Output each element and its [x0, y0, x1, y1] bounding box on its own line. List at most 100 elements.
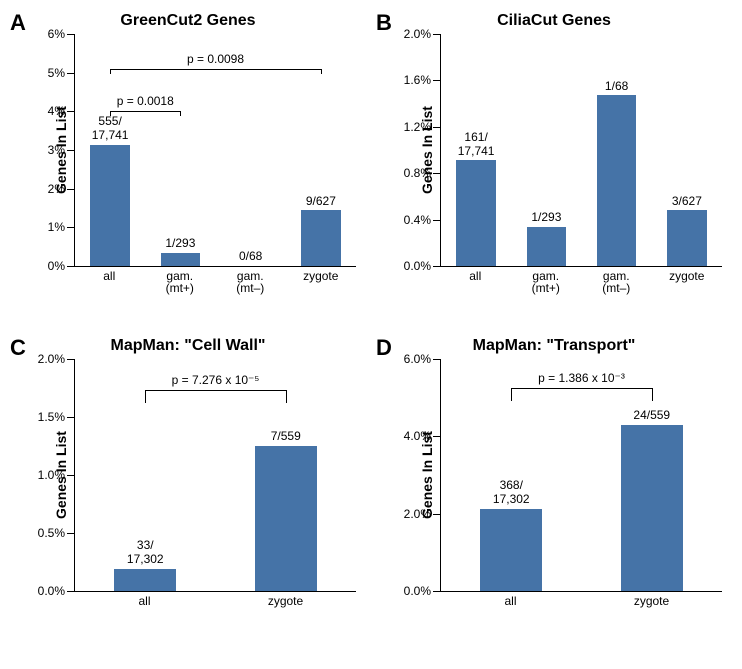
y-tick	[433, 514, 441, 515]
x-labels: allgam. (mt+)gam. (mt–)zygote	[440, 267, 722, 289]
x-tick-label: all	[440, 592, 581, 614]
y-tick	[67, 359, 75, 360]
panel-A: AGreenCut2 GenesGenes In List0%1%2%3%4%5…	[10, 10, 366, 325]
chart-frame: Genes In List0.0%0.4%0.8%1.2%1.6%2.0%161…	[440, 34, 722, 289]
bar-value-label: 1/293	[165, 237, 195, 251]
x-tick-label: zygote	[581, 592, 722, 614]
y-tick-label: 1.2%	[404, 120, 431, 134]
y-tick-label: 0.0%	[404, 584, 431, 598]
y-tick-label: 0.0%	[404, 259, 431, 273]
x-tick-label: all	[74, 592, 215, 614]
p-value-bracket-side	[286, 390, 287, 403]
y-tick-label: 4.0%	[404, 429, 431, 443]
bar-slot: 1/293	[511, 34, 581, 266]
x-tick-label: zygote	[215, 592, 356, 614]
y-tick-label: 0%	[48, 259, 65, 273]
panel-C: CMapMan: "Cell Wall"Genes In List0.0%0.5…	[10, 335, 366, 650]
x-tick-label: gam. (mt+)	[145, 267, 216, 289]
bar-value-label: 161/ 17,741	[458, 131, 495, 159]
bar-value-label: 9/627	[306, 195, 336, 209]
bar: 555/ 17,741	[90, 145, 129, 266]
x-tick-label: all	[440, 267, 511, 289]
bar: 3/627	[667, 210, 706, 266]
p-value-text: p = 0.0018	[117, 95, 174, 109]
bar-value-label: 555/ 17,741	[92, 115, 129, 143]
p-value-tick	[110, 69, 111, 74]
y-tick-label: 6.0%	[404, 352, 431, 366]
p-value-bracket	[511, 388, 652, 389]
bar: 9/627	[301, 210, 340, 266]
bar: 24/559	[621, 425, 683, 591]
bar-value-label: 0/68	[239, 250, 262, 264]
bar-value-label: 33/ 17,302	[127, 539, 164, 567]
panel-letter: C	[10, 335, 26, 361]
panel-letter: D	[376, 335, 392, 361]
x-labels: allzygote	[440, 592, 722, 614]
x-labels: allzygote	[74, 592, 356, 614]
y-tick-label: 2.0%	[404, 507, 431, 521]
y-tick-label: 3%	[48, 143, 65, 157]
bar: 368/ 17,302	[480, 509, 542, 591]
chart-frame: Genes In List0.0%0.5%1.0%1.5%2.0%33/ 17,…	[74, 359, 356, 614]
bar-value-label: 7/559	[271, 430, 301, 444]
y-tick	[67, 73, 75, 74]
bars-container: 368/ 17,302 24/559	[441, 359, 722, 591]
y-tick	[433, 359, 441, 360]
bar-value-label: 3/627	[672, 195, 702, 209]
y-tick-label: 2%	[48, 182, 65, 196]
y-tick-label: 1%	[48, 220, 65, 234]
bars-container: 161/ 17,741 1/293 1/68 3/627	[441, 34, 722, 266]
y-tick-label: 4%	[48, 104, 65, 118]
y-tick-label: 2.0%	[404, 27, 431, 41]
y-tick	[433, 127, 441, 128]
x-tick-label: gam. (mt–)	[581, 267, 652, 289]
y-tick-label: 1.6%	[404, 73, 431, 87]
p-value-tick	[110, 111, 111, 116]
y-tick-label: 6%	[48, 27, 65, 41]
y-tick	[67, 189, 75, 190]
panel-B: BCiliaCut GenesGenes In List0.0%0.4%0.8%…	[376, 10, 732, 325]
bars-container: 33/ 17,302 7/559	[75, 359, 356, 591]
p-value-text: p = 7.276 x 10⁻⁵	[172, 374, 260, 388]
y-tick-label: 0.0%	[38, 584, 65, 598]
y-tick	[67, 111, 75, 112]
bar-value-label: 368/ 17,302	[493, 479, 530, 507]
y-tick-label: 2.0%	[38, 352, 65, 366]
bar: 7/559	[255, 446, 317, 591]
x-tick-label: zygote	[652, 267, 723, 289]
plot-area: Genes In List0.0%0.5%1.0%1.5%2.0%33/ 17,…	[74, 359, 356, 592]
x-tick-label: zygote	[286, 267, 357, 289]
y-tick-label: 0.5%	[38, 526, 65, 540]
bar-value-label: 24/559	[633, 409, 670, 423]
y-tick	[433, 173, 441, 174]
y-tick	[67, 34, 75, 35]
p-value-tick	[321, 69, 322, 74]
y-tick	[433, 80, 441, 81]
p-value-line	[110, 69, 321, 70]
panel-letter: A	[10, 10, 26, 36]
y-tick	[433, 436, 441, 437]
y-tick	[433, 34, 441, 35]
p-value-text: p = 0.0098	[187, 53, 244, 67]
bar-slot: 1/68	[582, 34, 652, 266]
bar: 1/68	[597, 95, 636, 266]
y-tick	[67, 475, 75, 476]
y-tick-label: 0.8%	[404, 166, 431, 180]
panel-D: DMapMan: "Transport"Genes In List0.0%2.0…	[376, 335, 732, 650]
bar-value-label: 1/68	[605, 80, 628, 94]
p-value-tick	[180, 111, 181, 116]
bar: 1/293	[161, 253, 200, 266]
y-tick	[67, 417, 75, 418]
p-value-bracket-side	[652, 388, 653, 401]
bar-slot: 3/627	[652, 34, 722, 266]
chart-frame: Genes In List0%1%2%3%4%5%6%555/ 17,7411/…	[74, 34, 356, 289]
chart-grid: AGreenCut2 GenesGenes In List0%1%2%3%4%5…	[10, 10, 732, 650]
plot-area: Genes In List0%1%2%3%4%5%6%555/ 17,7411/…	[74, 34, 356, 267]
x-tick-label: gam. (mt+)	[511, 267, 582, 289]
plot-area: Genes In List0.0%2.0%4.0%6.0%368/ 17,302…	[440, 359, 722, 592]
y-tick-label: 5%	[48, 66, 65, 80]
x-tick-label: gam. (mt–)	[215, 267, 286, 289]
y-tick	[67, 150, 75, 151]
p-value-line	[110, 111, 180, 112]
y-tick-label: 0.4%	[404, 213, 431, 227]
